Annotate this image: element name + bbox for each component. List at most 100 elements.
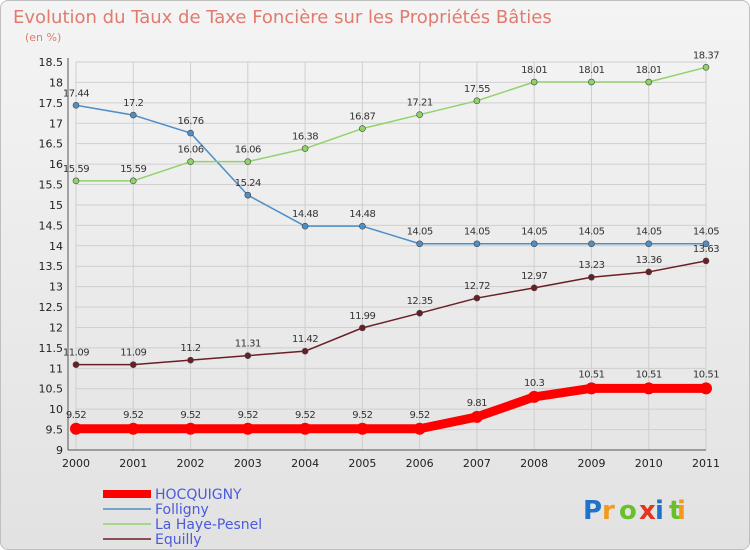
data-label: 10.51 — [578, 369, 604, 380]
data-labels: 17.44 17.2 16.76 15.24 14.48 14.48 14.05 14.05 1… — [63, 50, 720, 421]
data-label: 9.52 — [180, 410, 200, 421]
data-label: 15.24 — [235, 178, 261, 189]
data-point — [129, 111, 137, 119]
data-point — [129, 361, 137, 368]
data-point — [359, 125, 366, 132]
legend-entry: La Haye-Pesnel — [155, 517, 262, 533]
data-label: 14.05 — [464, 227, 490, 238]
data-label: 14.48 — [349, 209, 375, 220]
data-point — [72, 177, 80, 185]
y-tick-label: 13.5 — [39, 260, 64, 273]
grid — [75, 61, 707, 451]
data-point — [645, 268, 653, 276]
y-tick-label: 16 — [49, 158, 63, 171]
data-point — [72, 101, 80, 109]
legend-entry: HOCQUIGNY — [155, 487, 242, 503]
data-point — [413, 422, 426, 435]
y-tick-label: 18 — [49, 76, 63, 89]
x-tick-label: 2005 — [348, 457, 376, 470]
x-tick-label: 2001 — [119, 457, 147, 470]
data-point — [244, 352, 252, 359]
data-label: 11.2 — [180, 343, 200, 354]
data-point — [473, 240, 481, 248]
data-point — [356, 422, 369, 435]
data-point — [187, 158, 194, 165]
data-label: 9.52 — [295, 410, 315, 421]
data-point — [473, 97, 481, 105]
y-tick-label: 14.5 — [39, 219, 64, 232]
data-point — [70, 422, 82, 435]
data-point — [585, 382, 598, 395]
y-tick-label: 17 — [49, 117, 63, 130]
data-label: 9.52 — [238, 410, 258, 421]
x-tick-label: 2007 — [463, 457, 491, 470]
data-label: 18.01 — [636, 65, 662, 76]
data-point — [588, 78, 595, 86]
legend-entry: Folligny — [155, 502, 209, 518]
data-label: 12.35 — [407, 296, 433, 307]
logo-letter: t — [669, 496, 681, 526]
data-label: 16.06 — [235, 145, 261, 156]
legend-entry: Equilly — [155, 532, 202, 548]
data-point — [645, 240, 653, 248]
data-label: 11.99 — [349, 311, 375, 322]
data-point — [127, 422, 140, 435]
data-label: 10.3 — [524, 378, 544, 389]
data-label: 16.06 — [177, 145, 203, 156]
logo-letter: x — [639, 496, 656, 526]
x-tick-label: 2003 — [234, 457, 262, 470]
logo-letter: P — [583, 496, 602, 526]
x-tick-label: 2006 — [406, 457, 434, 470]
y-tick-label: 18.5 — [39, 56, 64, 69]
x-tick-label: 2011 — [692, 457, 720, 470]
data-label: 18.37 — [693, 50, 719, 61]
data-label: 11.42 — [292, 334, 318, 345]
tick-labels: 9 9.5 10 10.5 11 11.5 12 12.5 13 13.5 14 14.5 15 15.5… — [39, 56, 721, 470]
series-lines — [70, 64, 712, 435]
data-point — [244, 158, 252, 165]
data-point — [588, 273, 595, 281]
data-point — [416, 309, 423, 317]
logo-letter: i — [655, 496, 664, 526]
data-point — [530, 78, 538, 86]
x-tick-label: 2000 — [62, 457, 90, 470]
data-point — [645, 78, 653, 86]
x-tick-label: 2009 — [577, 457, 605, 470]
logo-letter: o — [619, 496, 637, 526]
data-label: 9.52 — [123, 410, 143, 421]
series-line-0 — [71, 383, 711, 434]
data-point — [187, 356, 194, 364]
data-point — [530, 284, 538, 292]
series-line-3 — [75, 260, 707, 366]
data-point — [244, 191, 252, 199]
data-point — [702, 64, 710, 71]
data-point — [588, 240, 595, 248]
y-tick-label: 13 — [49, 281, 63, 294]
chart-title: Evolution du Taux de Taxe Foncière sur l… — [13, 7, 552, 28]
x-tick-label: 2004 — [291, 457, 319, 470]
data-point — [301, 347, 309, 355]
data-label: 11.09 — [120, 348, 146, 359]
data-point — [359, 324, 366, 332]
data-label: 10.51 — [636, 369, 662, 380]
data-label: 15.59 — [63, 164, 89, 175]
data-label: 17.55 — [464, 84, 490, 95]
data-point — [473, 294, 481, 302]
axes — [67, 58, 706, 451]
x-tick-label: 2010 — [635, 457, 663, 470]
data-label: 13.36 — [636, 255, 662, 266]
data-point — [416, 111, 423, 118]
data-label: 17.21 — [407, 98, 433, 109]
data-point — [702, 240, 710, 248]
unit-label: (en %) — [25, 31, 61, 44]
data-point — [702, 257, 710, 265]
data-point — [642, 382, 655, 395]
data-label: 9.81 — [467, 398, 487, 409]
x-tick-label: 2008 — [520, 457, 548, 470]
y-tick-label: 14 — [49, 240, 63, 253]
data-label: 10.51 — [693, 369, 719, 380]
data-point — [301, 222, 309, 230]
data-label: 14.48 — [292, 209, 318, 220]
logo-letter: r — [602, 496, 615, 526]
data-point — [301, 145, 309, 152]
